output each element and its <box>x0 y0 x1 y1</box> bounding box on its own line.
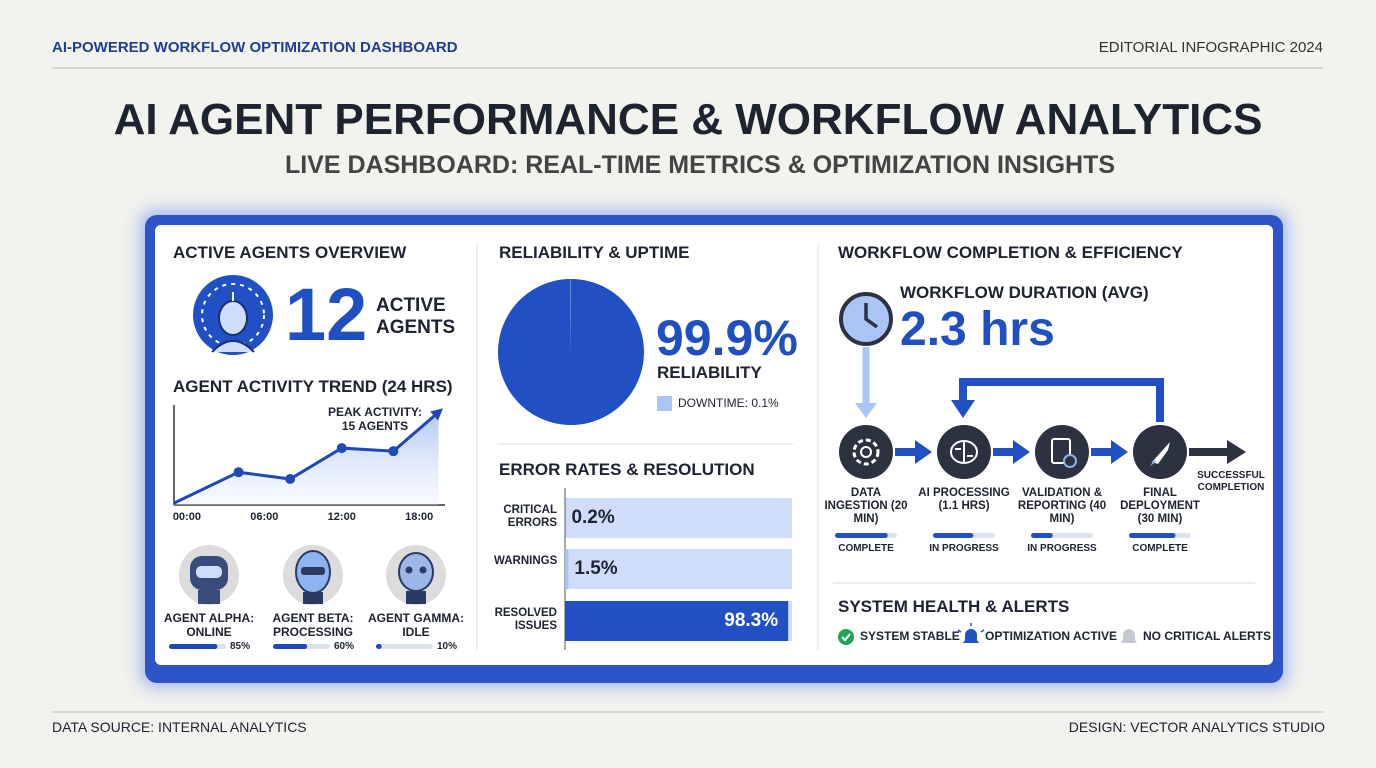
alert-icon <box>957 623 985 643</box>
flow-arrows <box>895 440 1246 464</box>
bar <box>565 601 789 641</box>
agent-avatar <box>386 545 446 605</box>
title: AI AGENT PERFORMANCE & WORKFLOW ANALYTIC… <box>113 95 1263 144</box>
end-label: SUCCESSFUL COMPLETION <box>1197 470 1265 493</box>
step-icon <box>1035 425 1089 479</box>
trend-line <box>173 408 444 505</box>
health-item: NO CRITICAL ALERTS <box>1143 629 1271 643</box>
x-tick-label: 12:00 <box>327 511 356 523</box>
edition: EDITORIAL INFOGRAPHIC 2024 <box>1098 39 1323 56</box>
chart-title: AGENT ACTIVITY TREND (24 HRS) <box>173 377 453 396</box>
bar-value: 1.5% <box>574 558 618 579</box>
bell-icon <box>1121 629 1137 643</box>
progress-bar <box>1129 533 1176 538</box>
step-icon <box>937 425 991 479</box>
x-tick-label: 18:00 <box>405 511 434 523</box>
step-label: VALIDATION & REPORTING (40 MIN) <box>1017 487 1107 526</box>
legend-swatch <box>657 396 672 411</box>
trend-area <box>174 412 439 505</box>
section-heading: WORKFLOW COMPLETION & EFFICIENCY <box>838 243 1183 262</box>
bar-value: 0.2% <box>571 507 615 528</box>
agent-label: AGENT BETA: PROCESSING <box>272 611 354 639</box>
health-item: SYSTEM STABLE <box>860 629 960 643</box>
ok-icon <box>838 629 854 645</box>
count-label: ACTIVE AGENTS <box>376 295 456 338</box>
duration-label: WORKFLOW DURATION (AVG) <box>900 283 1149 302</box>
step-status: COMPLETE <box>1132 543 1188 554</box>
progress-label: 10% <box>437 641 458 652</box>
pie-slice <box>497 279 644 425</box>
trend-point <box>233 467 244 478</box>
x-tick-label: 00:00 <box>172 511 201 523</box>
subtitle: LIVE DASHBOARD: REAL-TIME METRICS & OPTI… <box>284 151 1116 179</box>
annotation: PEAK ACTIVITY: 15 AGENTS <box>327 405 422 433</box>
footer-source: DATA SOURCE: INTERNAL ANALYTICS <box>52 719 307 735</box>
reliability-value: 99.9% <box>656 310 798 366</box>
step-status: IN PROGRESS <box>929 543 999 554</box>
section-heading: SYSTEM HEALTH & ALERTS <box>838 597 1070 616</box>
agent-label: AGENT GAMMA: IDLE <box>368 611 464 639</box>
progress-bar <box>376 644 382 649</box>
progress-label: 60% <box>334 641 355 652</box>
progress-track <box>376 644 433 649</box>
step-icon <box>1133 425 1187 479</box>
trend-point <box>285 474 296 485</box>
progress-bar <box>933 533 974 538</box>
bar-value: 98.3% <box>724 610 779 631</box>
step-label: DATA INGESTION (20 MIN) <box>824 487 908 526</box>
agent-label: AGENT ALPHA: ONLINE <box>163 611 255 639</box>
section-heading: ACTIVE AGENTS OVERVIEW <box>173 243 407 262</box>
agent-count: 12 <box>285 273 368 356</box>
agent-avatar <box>283 545 343 605</box>
health-item: OPTIMIZATION ACTIVE <box>985 629 1117 643</box>
reliability-label: RELIABILITY <box>657 363 762 382</box>
progress-bar <box>169 644 218 649</box>
flow-arrow <box>855 403 877 418</box>
clock-icon <box>839 292 893 346</box>
footer-credit: DESIGN: VECTOR ANALYTICS STUDIO <box>1068 719 1325 735</box>
legend-label: DOWNTIME: 0.1% <box>678 396 779 410</box>
agent-avatar <box>179 545 239 605</box>
step-status: IN PROGRESS <box>1027 543 1097 554</box>
loop-arrow <box>951 400 975 418</box>
progress-bar <box>1031 533 1053 538</box>
x-tick-label: 06:00 <box>250 511 279 523</box>
step-icon <box>839 425 893 479</box>
loop-arrow <box>959 378 1164 422</box>
section-heading: ERROR RATES & RESOLUTION <box>499 460 755 479</box>
bar-category: RESOLVED ISSUES <box>494 607 557 633</box>
kicker: AI-POWERED WORKFLOW OPTIMIZATION DASHBOA… <box>52 39 458 56</box>
bar-track <box>565 549 792 589</box>
duration-value: 2.3 hrs <box>900 303 1055 356</box>
trend-point <box>388 446 399 457</box>
bar <box>565 549 569 589</box>
bar-category: WARNINGS <box>494 555 558 567</box>
step-label: FINAL DEPLOYMENT (30 MIN) <box>1120 487 1200 526</box>
step-label: AI PROCESSING (1.1 HRS) <box>918 487 1010 513</box>
bar-category: CRITICAL ERRORS <box>503 504 557 530</box>
trend-point <box>336 443 347 454</box>
step-status: COMPLETE <box>838 543 894 554</box>
agent-icon <box>193 275 273 355</box>
progress-bar <box>273 644 308 649</box>
bar-track <box>565 498 792 538</box>
progress-label: 85% <box>230 641 251 652</box>
progress-bar <box>835 533 888 538</box>
section-heading: RELIABILITY & UPTIME <box>499 243 690 262</box>
